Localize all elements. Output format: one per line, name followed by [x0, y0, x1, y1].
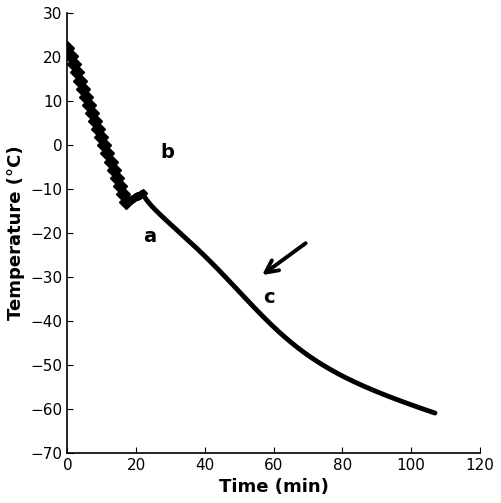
Y-axis label: Temperature (°C): Temperature (°C): [7, 145, 25, 320]
Text: a: a: [143, 226, 156, 245]
Text: b: b: [160, 143, 174, 162]
X-axis label: Time (min): Time (min): [218, 478, 329, 496]
Text: c: c: [263, 288, 275, 307]
